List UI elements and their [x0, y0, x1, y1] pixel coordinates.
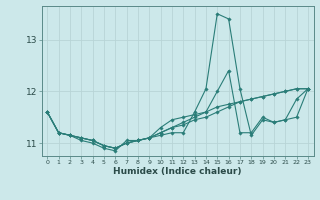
X-axis label: Humidex (Indice chaleur): Humidex (Indice chaleur) [113, 167, 242, 176]
